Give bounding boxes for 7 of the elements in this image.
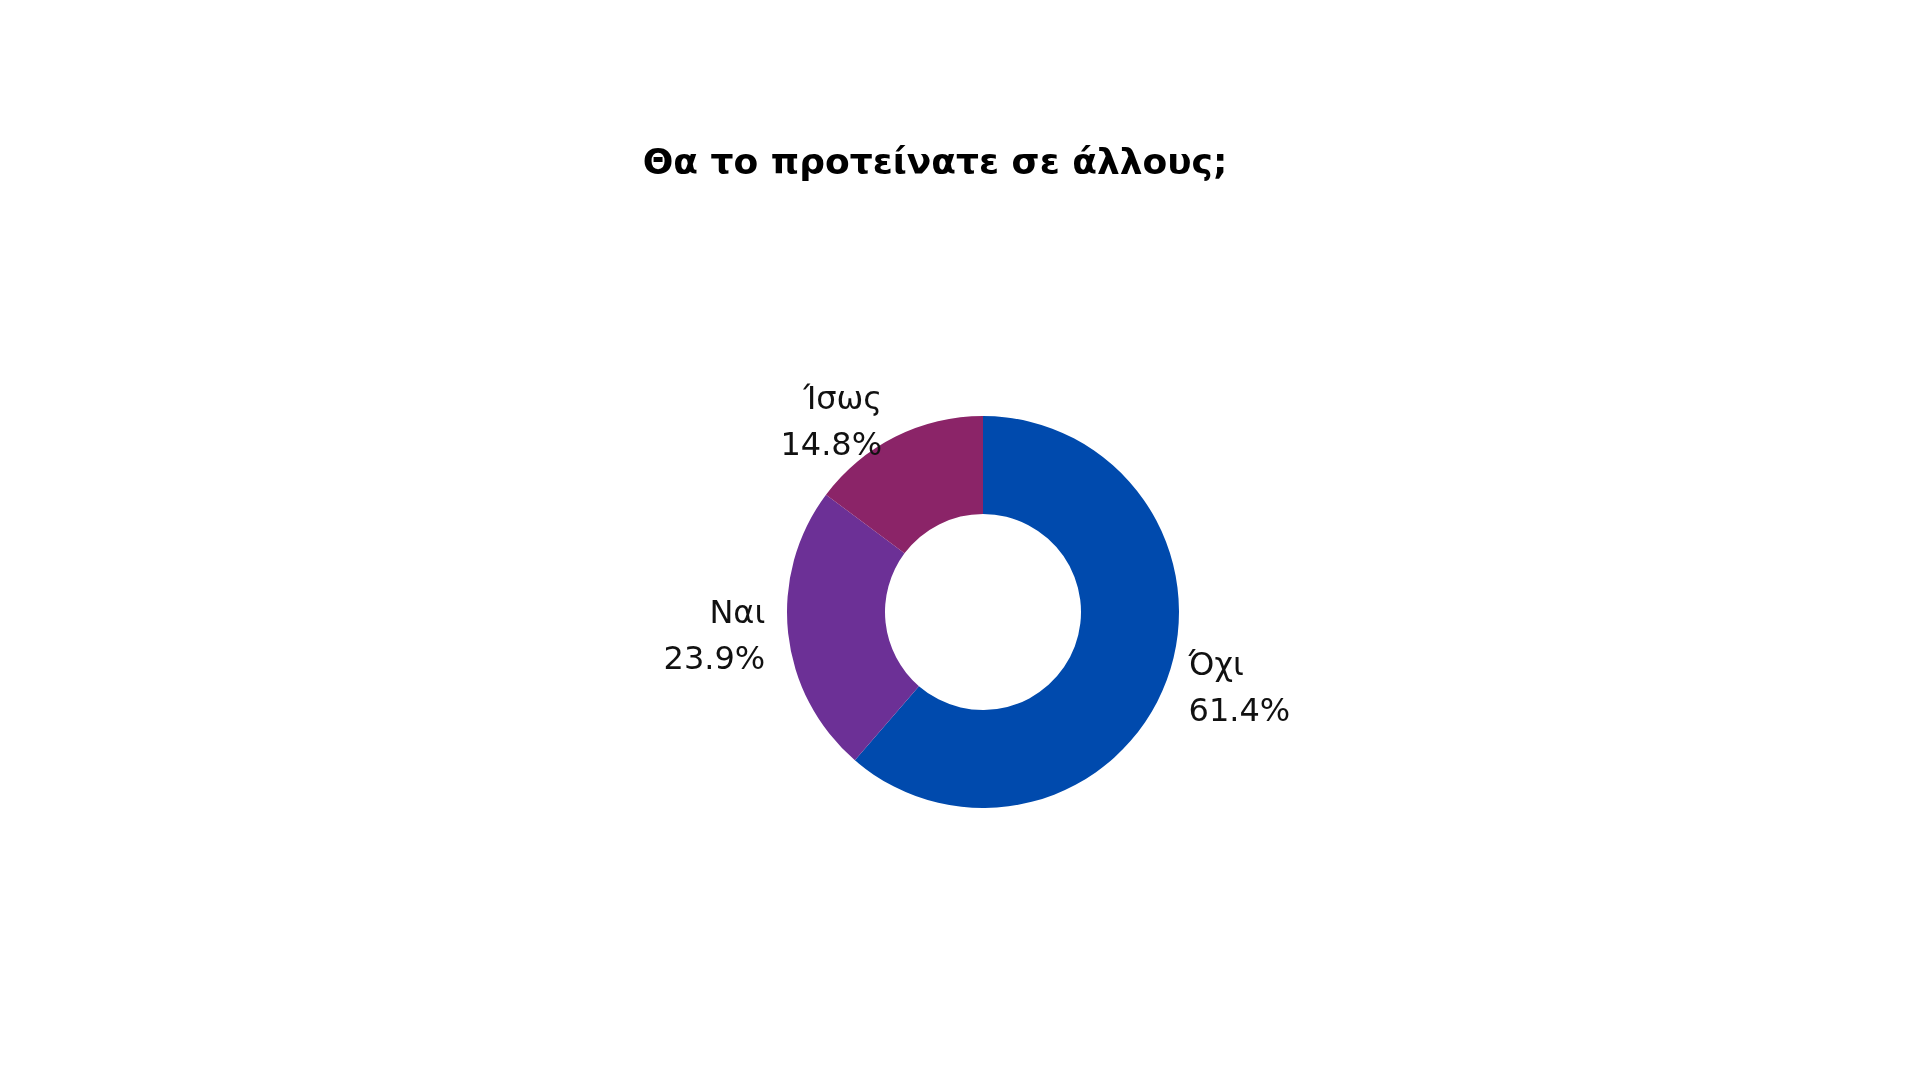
data-label: 61.4% <box>1188 690 1291 729</box>
slice-label: Ίσως <box>802 378 883 417</box>
chart-title: Θα το προτείνατε σε άλλους; <box>642 140 1228 182</box>
slice-label: Όχι <box>1187 644 1244 683</box>
slice-label: Ναι <box>709 593 766 632</box>
data-label: 14.8% <box>780 424 883 463</box>
data-label: 23.9% <box>663 639 766 678</box>
